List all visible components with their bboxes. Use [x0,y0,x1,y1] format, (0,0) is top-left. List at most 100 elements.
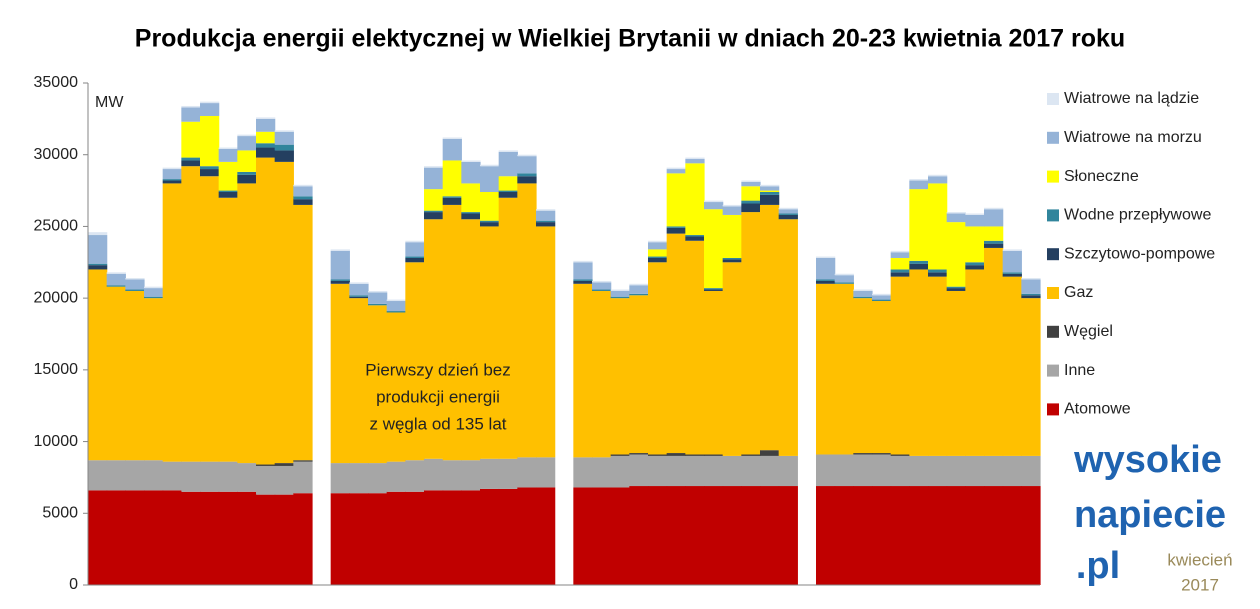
bar-segment [274,130,294,132]
bar-segment [480,458,500,489]
bar-segment [946,455,966,487]
bar-segment [144,298,164,461]
bar-segment [162,461,182,491]
bar-segment [1021,298,1041,456]
annotation: Pierwszy dzień bez [365,360,511,379]
bar-segment [909,486,929,585]
bar-segment [256,131,276,144]
bar-segment [573,280,593,284]
bar-segment [498,488,518,585]
bar-segment [704,455,724,487]
bar-segment [517,173,537,177]
bar-segment [162,169,182,180]
bar-segment [909,455,929,487]
y-tick-label: 10000 [34,433,79,450]
bar-segment [125,289,145,291]
bar-segment [928,183,948,270]
bar-segment [666,227,686,234]
bar-segment [405,242,425,257]
bar-segment [237,171,257,175]
bar-segment [685,455,705,487]
bar-segment [685,163,705,236]
bar-segment [88,265,108,270]
bar-segment [946,286,966,289]
bar-segment [293,196,313,200]
bar-segment [928,272,948,277]
bar-segment [368,493,388,585]
bar-segment [704,289,724,291]
bar-segment [218,491,238,585]
bar-segment [88,490,108,585]
legend-marker [1047,325,1059,338]
bar-segment [349,283,369,296]
bar-segment [928,486,948,585]
y-tick-label: 0 [69,576,78,593]
bar-segment [200,461,220,492]
bar-segment [442,204,462,461]
bar-segment [648,249,668,257]
bar-segment [704,209,724,289]
bar-segment [704,486,724,585]
bar-segment [480,222,500,227]
bar-segment [629,453,649,455]
bar-segment [872,486,892,585]
annotation: z węgla od 135 lat [369,414,506,433]
bar-segment [629,283,649,286]
bar-segment [834,282,854,284]
y-tick-label: 15000 [34,361,79,378]
bar-segment [274,463,294,466]
bar-segment [816,279,836,281]
bar-segment [573,279,593,281]
bar-segment [386,491,406,585]
bar-segment [592,487,612,585]
bar-segment [928,276,948,456]
bar-segment [349,298,369,464]
bar-segment [610,487,630,585]
bar-segment [928,174,948,177]
bar-segment [349,282,369,284]
bar-segment [125,278,145,280]
bar-segment [106,490,126,585]
bar-segment [293,493,313,585]
bar-segment [778,209,798,214]
bar-segment [946,290,966,456]
bar-segment [984,240,1004,244]
bar-segment [592,282,612,290]
bar-segment [1002,455,1022,487]
bar-segment [293,184,313,187]
bar-segment [778,219,798,456]
bar-segment [666,226,686,228]
bar-segment [909,189,929,261]
bar-segment [405,262,425,461]
bar-segment [237,183,257,464]
bar-segment [573,487,593,585]
bar-segment [890,272,910,277]
bar-segment [106,272,126,274]
bar-segment [181,491,201,585]
bar-segment [704,202,724,210]
bar-segment [181,105,201,108]
bar-segment [816,283,836,455]
bar-segment [685,159,705,164]
bar-segment [349,295,369,297]
bar-segment [144,286,164,289]
bar-segment [741,180,761,182]
bar-segment [442,490,462,585]
bar-segment [461,219,481,461]
bar-segment [498,190,518,193]
bar-segment [144,460,164,491]
bar-segment [760,192,780,195]
legend-label: Atomowe [1064,401,1131,418]
bar-segment [666,486,686,585]
bar-segment [890,250,910,253]
bar-segment [293,186,313,197]
bar-segment [442,460,462,491]
bar-segment [424,212,444,220]
bar-segment [816,280,836,284]
bar-segment [200,169,220,177]
bar-segment [666,233,686,454]
bar-segment [349,493,369,585]
bar-segment [573,262,593,280]
bar-segment [88,460,108,491]
bar-segment [965,455,985,487]
